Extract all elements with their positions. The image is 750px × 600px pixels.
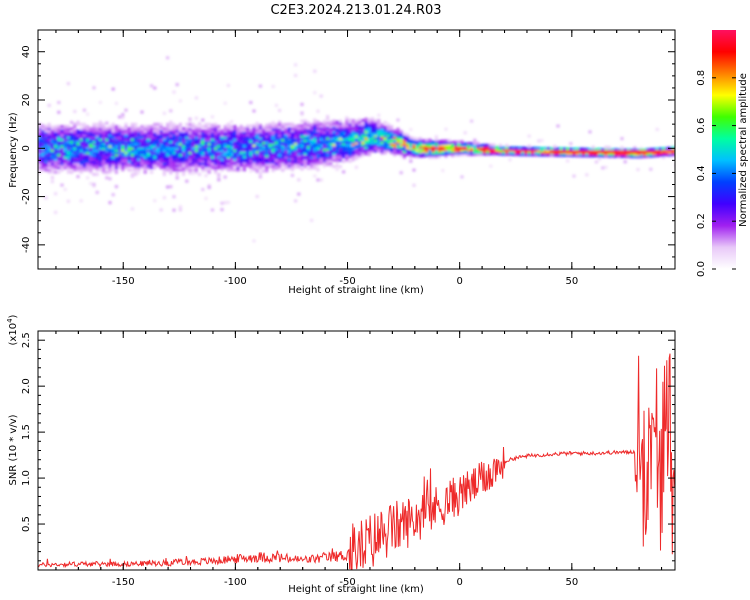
- heatmap-panel: -150 -100 -50 0 50 -40 -20 0 20 40 Height of str…: [8, 29, 676, 296]
- y-tick-label: 1.0: [21, 470, 32, 486]
- snr-y-multiplier: (x104): [6, 314, 19, 345]
- heatmap-cells: [38, 56, 675, 243]
- y-tick-label: 1.5: [21, 424, 32, 440]
- x-tick-label: 0: [456, 276, 462, 287]
- colorbar-tick-label: 0.2: [696, 213, 707, 229]
- y-tick-label: 2.0: [21, 378, 32, 394]
- heatmap-y-ticks: -40 -20 0 20 40: [21, 30, 675, 270]
- snr-x-axis-label: Height of straight line (km): [288, 584, 424, 595]
- x-tick-label: -100: [224, 276, 247, 287]
- snr-series-line: [38, 353, 675, 570]
- colorbar-tick-label: 0.8: [696, 70, 707, 86]
- x-tick-label: -150: [112, 276, 135, 287]
- colorbar-label: Normalized spectral amplitude: [738, 73, 749, 227]
- snr-y-ticks: 0.5 1.0 1.5 2.0 2.5: [21, 331, 675, 570]
- y-tick-label: 2.5: [21, 332, 32, 348]
- y-tick-label: 40: [21, 45, 32, 58]
- x-tick-label: -150: [112, 577, 135, 588]
- colorbar-tick-label: 0.6: [696, 118, 707, 134]
- y-tick-label: 20: [21, 94, 32, 107]
- x-tick-label: 50: [565, 276, 578, 287]
- y-tick-label: 0: [21, 145, 32, 151]
- colorbar-gradient: [712, 30, 736, 269]
- snr-panel: -150 -100 -50 0 50 0.5 1.0 1.5 2.0 2.5 Height of…: [6, 314, 676, 595]
- x-tick-label: -50: [339, 276, 355, 287]
- y-tick-label: 0.5: [21, 516, 32, 532]
- colorbar-tick-label: 0.4: [696, 165, 707, 181]
- x-tick-label: -100: [224, 577, 247, 588]
- heatmap-x-axis-label: Height of straight line (km): [288, 285, 424, 296]
- colorbar-tick-label: 0.0: [696, 261, 707, 277]
- colorbar: 0.0 0.2 0.4 0.6 0.8 Normalized spectral ampl…: [696, 30, 749, 277]
- x-tick-label: 50: [565, 577, 578, 588]
- heatmap-frame: [37, 29, 676, 270]
- y-tick-label: -40: [21, 237, 32, 253]
- figure-title: C2E3.2024.213.01.24.R03: [270, 3, 441, 18]
- x-tick-label: -50: [339, 577, 355, 588]
- x-tick-label: 0: [456, 577, 462, 588]
- snr-y-axis-label: SNR (10 * v/v): [8, 414, 19, 485]
- y-tick-label: -20: [21, 188, 32, 204]
- heatmap-y-axis-label: Frequency (Hz): [8, 112, 19, 188]
- snr-plot-area: [38, 331, 675, 570]
- colorbar-ticks: 0.0 0.2 0.4 0.6 0.8: [696, 70, 736, 277]
